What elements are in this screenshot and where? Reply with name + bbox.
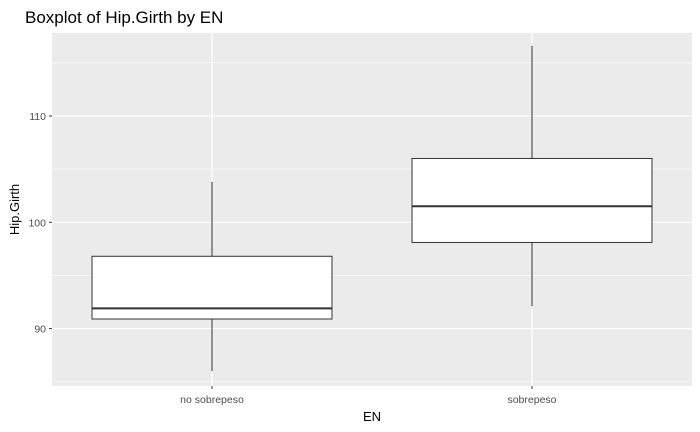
x-tick-label: sobrepeso	[507, 394, 556, 406]
y-axis: 90 100 110	[28, 111, 52, 336]
x-axis: no sobrepeso sobrepeso	[180, 386, 557, 406]
box-2	[411, 45, 653, 307]
chart-title: Boxplot of Hip.Girth by EN	[25, 8, 223, 27]
box-body	[91, 255, 333, 320]
y-tick-label: 100	[28, 217, 46, 229]
y-tick-label: 90	[34, 324, 46, 336]
x-tick-label: no sobrepeso	[180, 394, 244, 406]
x-axis-title: EN	[363, 409, 381, 424]
box-1	[91, 181, 333, 372]
y-tick-label: 110	[29, 111, 46, 123]
box-body	[411, 157, 653, 243]
y-axis-title: Hip.Girth	[7, 184, 22, 235]
boxes-layer	[91, 45, 653, 372]
